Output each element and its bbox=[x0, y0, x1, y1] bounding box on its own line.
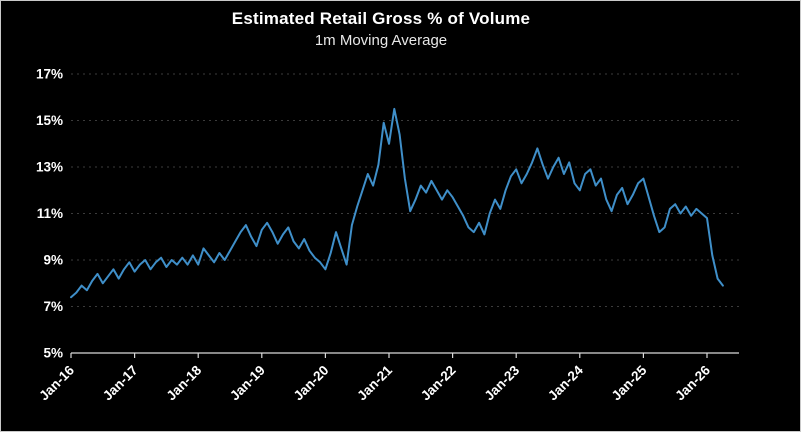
svg-text:Jan-24: Jan-24 bbox=[545, 362, 586, 403]
svg-text:Jan-22: Jan-22 bbox=[418, 363, 459, 404]
svg-text:Jan-21: Jan-21 bbox=[354, 362, 395, 403]
svg-text:5%: 5% bbox=[43, 346, 63, 361]
svg-text:Jan-23: Jan-23 bbox=[481, 362, 522, 403]
svg-text:Jan-18: Jan-18 bbox=[163, 362, 204, 403]
svg-text:Jan-20: Jan-20 bbox=[291, 363, 332, 404]
svg-text:13%: 13% bbox=[36, 160, 63, 175]
svg-text:17%: 17% bbox=[36, 67, 63, 82]
svg-text:9%: 9% bbox=[43, 253, 63, 268]
svg-text:7%: 7% bbox=[43, 299, 63, 314]
chart-title: Estimated Retail Gross % of Volume bbox=[231, 9, 531, 28]
svg-text:Jan-26: Jan-26 bbox=[672, 362, 713, 403]
svg-text:Jan-25: Jan-25 bbox=[609, 362, 650, 403]
svg-text:11%: 11% bbox=[37, 206, 63, 221]
svg-text:Jan-19: Jan-19 bbox=[227, 363, 268, 404]
svg-text:15%: 15% bbox=[36, 113, 63, 128]
svg-text:Jan-17: Jan-17 bbox=[100, 363, 141, 404]
svg-text:Jan-16: Jan-16 bbox=[36, 362, 77, 403]
chart-subtitle: 1m Moving Average bbox=[314, 32, 448, 49]
